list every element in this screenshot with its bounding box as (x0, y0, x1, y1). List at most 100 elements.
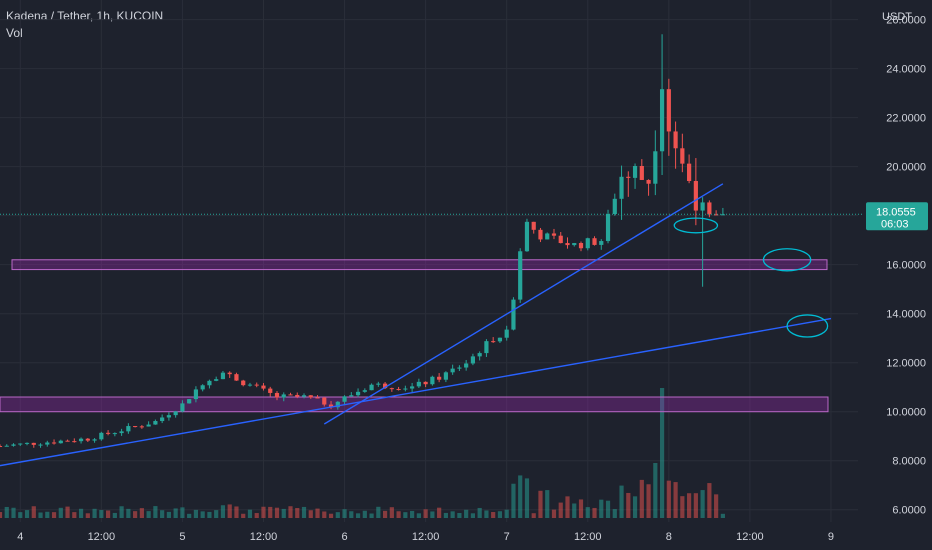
candle-body (173, 411, 178, 416)
volume-bar (126, 508, 131, 518)
candle (146, 421, 151, 427)
candle (646, 179, 651, 196)
candle-body (106, 432, 111, 434)
volume-bar (470, 513, 476, 518)
volume-bar (599, 499, 604, 518)
time-tick-label: 12:00 (88, 531, 116, 543)
candle (605, 209, 611, 244)
candle-body (531, 221, 536, 230)
volume-bar (139, 508, 144, 518)
volume-bar (214, 510, 219, 518)
price-tick-label: 14.0000 (886, 309, 926, 321)
volume-bar (518, 475, 523, 518)
candle-body (72, 441, 77, 443)
bar-countdown: 06:03 (881, 218, 909, 230)
volume-bar (382, 510, 388, 518)
volume-bar (646, 484, 651, 518)
candle (558, 232, 563, 244)
candle (349, 392, 354, 398)
volume-bar (430, 511, 435, 518)
candle (403, 385, 408, 392)
candle-body (518, 251, 523, 300)
candle-body (214, 379, 219, 381)
candle (65, 439, 70, 442)
candle (491, 337, 496, 343)
candle-body (666, 89, 671, 132)
volume-bar (173, 508, 178, 518)
candle-body (626, 176, 631, 178)
volume-bar (274, 507, 280, 518)
volume-bar (166, 511, 171, 518)
candle (308, 395, 313, 399)
currency-label: USDT (882, 11, 912, 23)
last-price-badge-box (866, 202, 928, 231)
price-tick-label: 12.0000 (886, 358, 926, 370)
candle-body (200, 385, 205, 390)
candle (362, 388, 367, 393)
candle (518, 248, 523, 303)
candle-body (376, 383, 381, 385)
candle (673, 121, 678, 169)
candle (504, 325, 509, 341)
candle (511, 297, 516, 331)
candle (85, 438, 90, 442)
price-tick-label: 6.0000 (892, 505, 926, 517)
volume-bar (322, 511, 327, 518)
candle-body (160, 417, 165, 422)
volume-bar (450, 511, 455, 518)
candle-body (403, 388, 408, 390)
volume-bar (423, 509, 428, 518)
candle-body (268, 388, 273, 393)
candle-body (295, 394, 300, 397)
candle (599, 239, 604, 250)
volume-bar (511, 483, 516, 518)
candle-body (673, 131, 678, 149)
volume-bar (403, 512, 408, 518)
price-axis: 26.000024.000022.000020.000018.000016.00… (882, 11, 926, 517)
candle (477, 351, 482, 361)
candle-body (355, 391, 361, 396)
candle-body (524, 221, 530, 252)
candle (720, 207, 725, 216)
volume-bar (558, 502, 563, 518)
candle-body (31, 442, 36, 445)
candle-body (470, 356, 476, 364)
candle-body (646, 179, 651, 184)
annotation-ellipse (673, 217, 719, 234)
candle (31, 442, 36, 448)
candle (58, 439, 63, 444)
volume-bar (443, 512, 448, 518)
annotation-ellipse (786, 314, 829, 338)
candle-body (92, 439, 97, 441)
candle-body (227, 372, 232, 375)
time-tick-label: 7 (504, 531, 510, 543)
candle-body (362, 390, 367, 392)
candle (139, 425, 144, 429)
candle-body (281, 394, 286, 398)
volume-bar (38, 512, 43, 518)
candle (700, 197, 705, 287)
candle (693, 158, 698, 226)
candle (612, 193, 617, 216)
volume-bar (315, 508, 320, 518)
candle-body (612, 198, 617, 214)
candle-body (315, 397, 320, 399)
candle (166, 412, 171, 421)
volume-bar (714, 494, 719, 518)
volume-bar (241, 513, 246, 518)
volume-bar (72, 512, 77, 518)
candle (207, 379, 212, 389)
volume-bar (531, 513, 536, 518)
candle-body (457, 367, 462, 369)
candle-body (639, 165, 644, 180)
candle (173, 410, 178, 418)
volume-indicator-label[interactable]: Vol (6, 26, 23, 40)
volume-bar (693, 493, 698, 518)
candle (187, 398, 192, 404)
candle-body (545, 233, 550, 240)
candle-body (99, 432, 104, 440)
candle (133, 425, 138, 428)
price-tick-label: 22.0000 (886, 113, 926, 125)
time-tick-label: 12:00 (250, 531, 278, 543)
